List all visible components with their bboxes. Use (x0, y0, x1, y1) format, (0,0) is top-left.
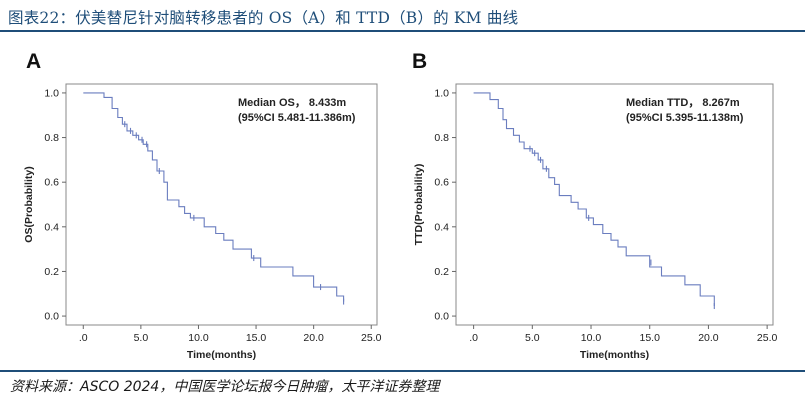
median-label: Median TTD， 8.267m (626, 97, 740, 109)
km-curve (83, 92, 345, 302)
x-tick-label: 25.0 (757, 332, 778, 344)
median-label: Median OS， 8.433m (238, 97, 346, 109)
x-tick-label: 10.0 (188, 332, 209, 344)
panel-letter: A (26, 50, 41, 73)
y-axis-label: TTD(Probability) (413, 164, 425, 246)
x-tick-label: 15.0 (640, 332, 661, 344)
figure-title: 图表22：伏美替尼针对脑转移患者的 OS（A）和 TTD（B）的 KM 曲线 (8, 9, 519, 27)
x-tick-label: 20.0 (303, 332, 324, 344)
y-tick-label: 0.4 (44, 221, 59, 233)
y-tick-label: 1.0 (434, 87, 449, 99)
plot-frame (455, 83, 774, 326)
x-tick-label: .0 (469, 332, 478, 344)
x-tick-label: 15.0 (246, 332, 267, 344)
y-tick-label: 1.0 (44, 87, 59, 99)
y-tick-label: 0.6 (44, 177, 59, 189)
source-note: 资料来源：ASCO 2024，中国医学论坛报今日肿瘤，太平洋证券整理 (10, 379, 440, 395)
ci-label: (95%CI 5.481-11.386m) (238, 112, 356, 124)
x-tick-label: .0 (79, 332, 88, 344)
panel-b-ttd: B 0.0 0.2 0.4 0.6 0.8 1.0 .0 5.0 10.0 15.0 20.0 25.0… (412, 50, 778, 361)
y-tick-label: 0.8 (434, 132, 449, 144)
panel-a-os: A 0.0 0.2 0.4 0.6 0.8 1.0 .0 5.0 10.0 15.0 20.0 25.0… (23, 50, 382, 361)
ci-label: (95%CI 5.395-11.138m) (626, 112, 744, 124)
x-tick-label: 20.0 (698, 332, 719, 344)
panel-letter: B (412, 50, 427, 73)
source-rule (0, 370, 805, 372)
km-charts: A 0.0 0.2 0.4 0.6 0.8 1.0 .0 5.0 10.0 15.0 20.0 25.0… (23, 50, 778, 361)
x-tick-label: 5.0 (525, 332, 540, 344)
y-tick-label: 0.2 (44, 266, 59, 278)
y-tick-label: 0.0 (434, 311, 449, 323)
y-tick-label: 0.0 (44, 311, 59, 323)
x-tick-label: 5.0 (134, 332, 149, 344)
y-tick-label: 0.8 (44, 132, 59, 144)
x-tick-label: 25.0 (361, 332, 382, 344)
plot-frame (65, 83, 378, 326)
km-curve (473, 92, 715, 306)
x-axis-label: Time(months) (580, 349, 649, 361)
y-tick-label: 0.2 (434, 266, 449, 278)
y-axis-label: OS(Probability) (23, 166, 35, 242)
title-rule (0, 30, 805, 32)
x-tick-label: 10.0 (581, 332, 602, 344)
y-tick-label: 0.4 (434, 221, 449, 233)
x-axis-label: Time(months) (187, 349, 256, 361)
y-tick-label: 0.6 (434, 177, 449, 189)
